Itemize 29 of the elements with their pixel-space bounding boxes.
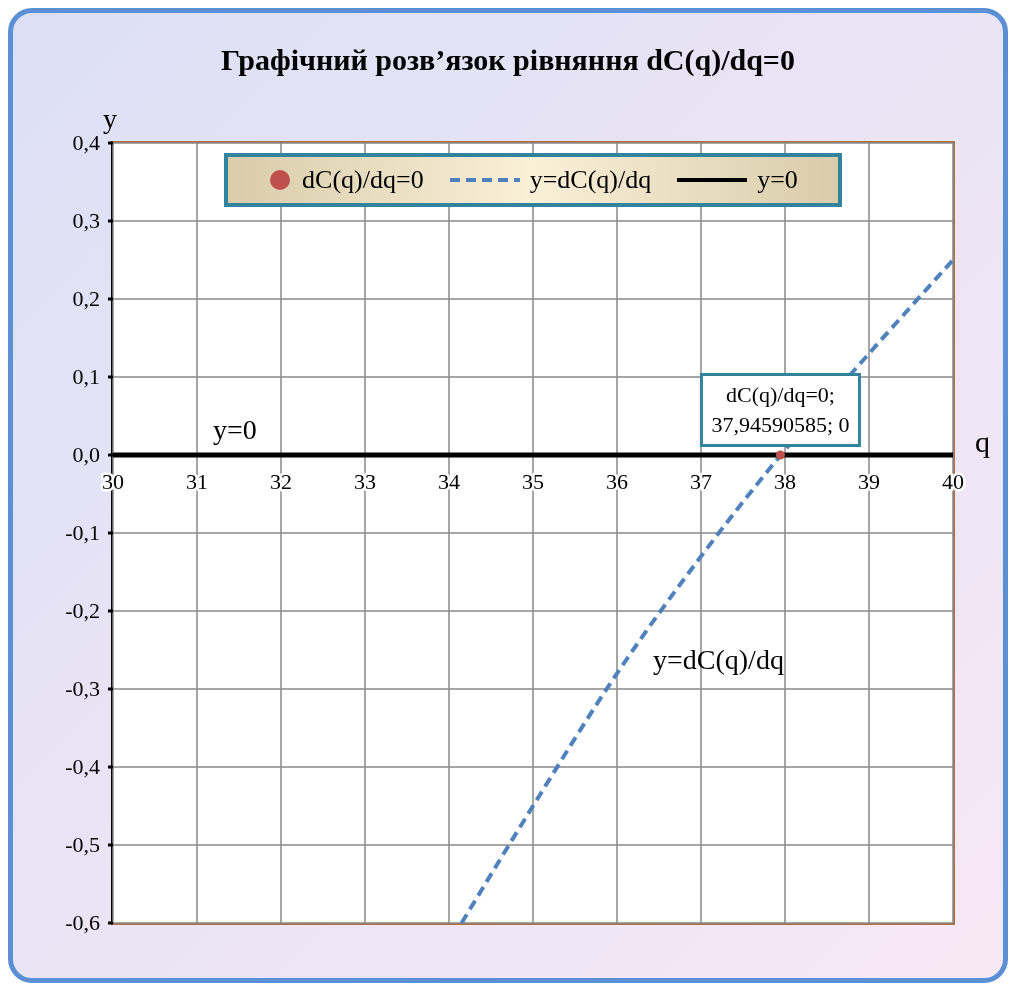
legend-label: dC(q)/dq=0 [302, 165, 424, 195]
x-tick-label: 35 [522, 469, 544, 494]
x-tick-label: 37 [690, 469, 712, 494]
y-tick-label: 0,0 [72, 442, 100, 467]
y-tick-label: 0,2 [72, 286, 100, 311]
legend-label: y=0 [757, 165, 798, 195]
text: y=0 [213, 414, 257, 445]
y-tick-label: 0,4 [72, 130, 100, 155]
text: y=dC(q)/dq [653, 644, 784, 676]
x-tick-label: 31 [186, 469, 208, 494]
x-tick-label: 39 [858, 469, 880, 494]
y-tick-label: 0,1 [72, 364, 100, 389]
x-axis-title: q [975, 425, 990, 459]
x-tick-label: 36 [606, 469, 628, 494]
y-tick-label: -0,1 [65, 520, 100, 545]
y-tick-label: -0,3 [65, 676, 100, 701]
y-tick-label: -0,5 [65, 832, 100, 857]
annotation: dC(q)/dq=0; 37,94590585; 0 [700, 373, 861, 447]
y-tick-label: -0,6 [65, 910, 100, 935]
chart-title: Графічний розв’язок рівняння dC(q)/dq=0 [220, 42, 796, 78]
x-tick-label: 38 [774, 469, 796, 494]
y-tick-label: -0,2 [65, 598, 100, 623]
y-axis-title: y [103, 103, 117, 135]
y-tick-label: 0,3 [72, 208, 100, 233]
legend-label: y=dC(q)/dq [529, 165, 652, 195]
x-tick-label: 32 [270, 469, 292, 494]
y-tick-label: -0,4 [65, 754, 100, 779]
x-tick-label: 33 [354, 469, 376, 494]
x-tick-label: 34 [438, 469, 460, 494]
